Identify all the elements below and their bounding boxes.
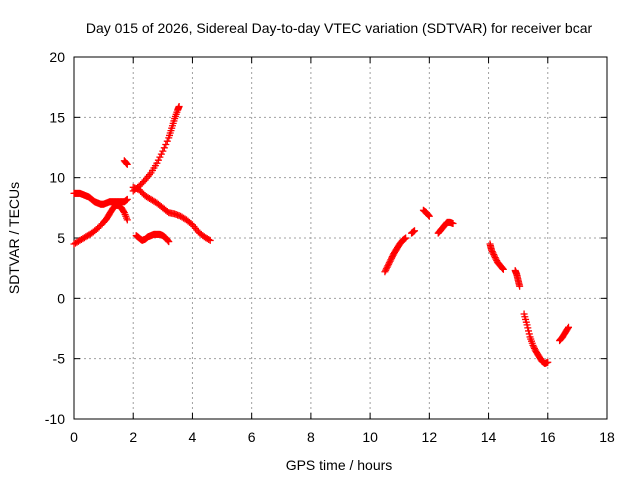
y-tick-label: 0 [57,290,65,306]
data-point [516,282,524,290]
data-point [157,150,165,158]
y-tick-label: 10 [49,170,65,186]
x-tick-label: 10 [362,429,378,445]
data-point [489,249,497,257]
data-point [490,251,498,259]
y-axis-label: SDTVAR / TECUs [6,182,22,294]
data-point [159,147,167,155]
x-tick-label: 8 [307,429,315,445]
series-trace-11 [486,240,507,273]
data-point [388,254,396,262]
data-point [523,321,531,329]
data-point [153,159,161,167]
data-point [206,236,214,244]
data-point [388,253,396,261]
data-point [164,237,172,245]
data-point [524,324,532,332]
data-point [425,212,433,220]
data-point [123,195,131,203]
series-trace-4 [129,183,214,244]
data-point [564,325,572,332]
y-tick-label: -5 [53,351,66,367]
data-point [123,216,131,224]
data-point [120,207,128,215]
data-point [529,341,537,349]
data-point [499,264,507,272]
data-point [425,211,433,219]
data-point [385,259,393,267]
x-tick-label: 4 [189,429,197,445]
y-tick-label: 15 [49,109,65,125]
data-point [544,358,552,366]
data-point [123,159,131,167]
data-point [525,327,533,335]
data-point [386,257,394,265]
data-point [491,254,499,262]
data-points [70,102,573,367]
y-tick-label: -10 [45,411,65,427]
series-trace-5 [129,102,183,195]
data-point [163,137,171,145]
x-tick-label: 6 [248,429,256,445]
x-tick-label: 16 [540,429,556,445]
data-point [154,156,162,164]
series-trace-6 [132,230,173,246]
data-point [565,323,573,331]
x-tick-label: 18 [599,429,615,445]
x-tick-label: 2 [129,429,137,445]
data-point [387,256,395,264]
data-point [160,144,168,152]
chart-title: Day 015 of 2026, Sidereal Day-to-day VTE… [86,20,593,36]
data-point [205,236,213,244]
x-axis-label: GPS time / hours [286,457,393,473]
y-tick-label: 5 [57,230,65,246]
series-trace-10 [434,218,457,237]
x-tick-label: 14 [481,429,497,445]
data-point [162,140,170,148]
grid [74,57,607,419]
data-point [165,238,173,246]
data-point [490,252,498,260]
data-point [175,102,183,110]
data-point [383,263,391,271]
data-point [381,268,389,276]
data-point [411,227,419,235]
x-tick-label: 12 [422,429,438,445]
data-point [123,160,131,168]
data-point [449,220,457,228]
data-point [402,234,410,242]
y-axis: -10 -5 0 5 10 15 20 [45,49,607,427]
data-point [156,153,164,161]
data-point [492,255,500,263]
series-trace-7 [381,234,410,276]
series-trace-3 [120,157,131,168]
y-tick-label: 20 [49,49,65,65]
series-trace-9 [419,206,433,220]
series-trace-2 [70,201,131,248]
data-point [382,265,390,273]
series-trace-14 [556,323,573,345]
data-point [488,248,496,256]
series-trace-8 [408,227,419,237]
series-trace-13 [520,310,552,367]
series-trace-12 [511,267,524,290]
data-point [525,330,533,338]
data-point [530,343,538,351]
data-point [530,344,538,352]
data-point [385,260,393,268]
data-point [384,262,392,270]
data-point [499,265,507,273]
data-point [488,246,496,254]
data-point [382,266,390,274]
x-axis: 0 2 4 6 8 10 12 14 16 18 [70,57,615,445]
x-tick-label: 0 [70,429,78,445]
